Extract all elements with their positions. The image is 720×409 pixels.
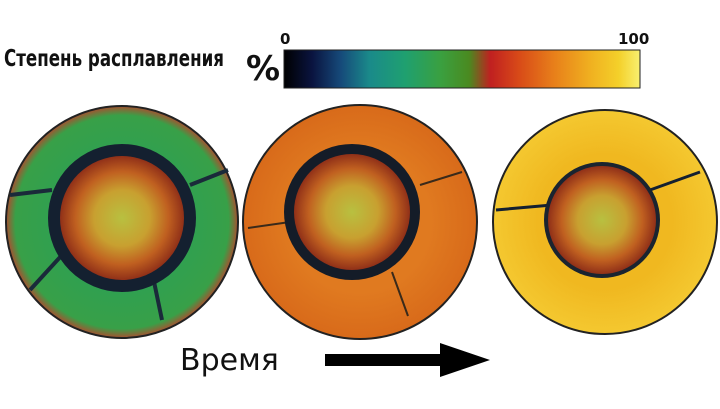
disc-middle xyxy=(242,104,478,340)
title: Степень расплавления xyxy=(4,46,224,72)
colorbar-max: 100 xyxy=(618,30,649,48)
disc-early xyxy=(5,105,239,339)
time-arrow xyxy=(325,343,490,377)
disc-late xyxy=(492,109,718,335)
unit: % xyxy=(246,49,280,89)
time-label: Время xyxy=(180,343,279,378)
colorbar-min: 0 xyxy=(280,30,290,48)
colorbar xyxy=(283,49,641,89)
